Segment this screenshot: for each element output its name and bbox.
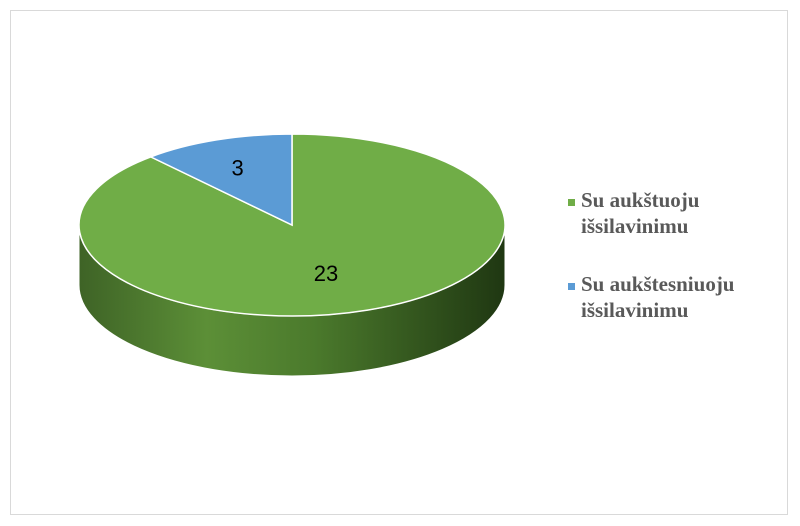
data-labels: 23 3: [231, 156, 338, 287]
legend-label: išsilavinimu: [581, 298, 689, 322]
pie-slice: [78, 133, 506, 317]
data-label: 3: [231, 156, 243, 181]
legend-label: išsilavinimu: [581, 214, 689, 238]
legend-marker: [568, 283, 575, 290]
pie-group: [78, 133, 506, 377]
legend-marker: [568, 199, 575, 206]
pie-slice: [148, 133, 293, 227]
legend-label: Su aukštesniuoju: [581, 272, 735, 296]
data-label: 23: [314, 261, 338, 286]
legend-label: Su aukštuoju: [581, 188, 700, 212]
